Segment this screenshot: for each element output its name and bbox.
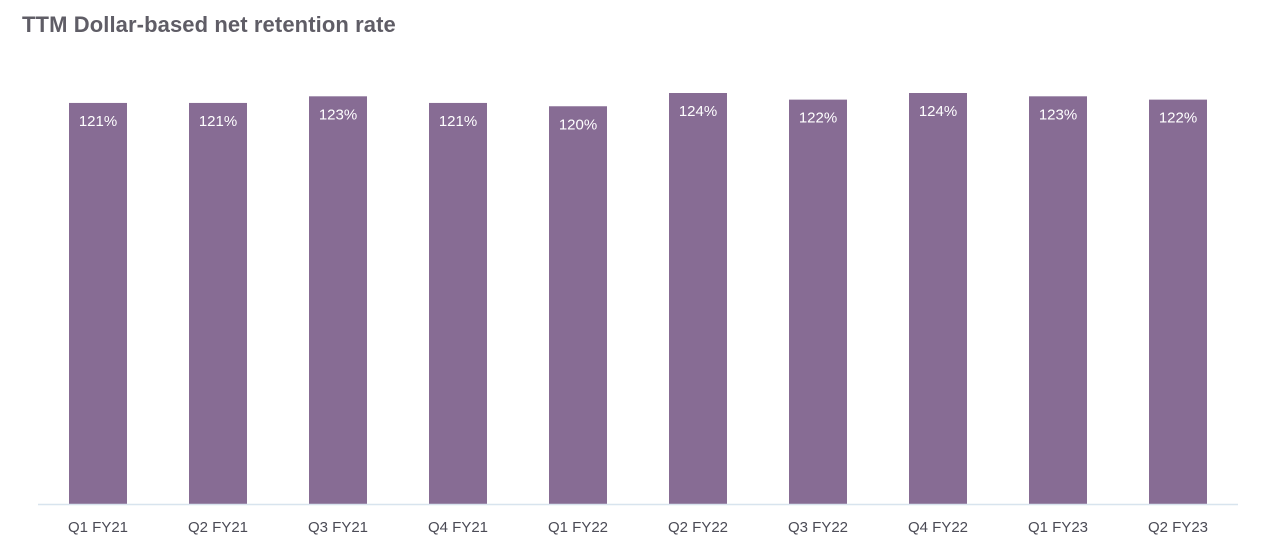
bar-q2-fy21 [189,102,247,505]
bar-q4-fy22 [909,93,967,504]
bar-q4-fy21 [429,102,487,505]
bar-value-label: 123% [1039,106,1077,123]
bar-value-label: 124% [679,103,717,120]
bar-q3-fy22 [789,99,847,505]
bar-value-label: 121% [79,113,117,130]
bar-q1-fy21 [69,102,127,505]
bar-value-label: 122% [1159,110,1197,127]
x-tick-label: Q4 FY22 [908,519,968,536]
bars-group: 121% 121% 123% 121% 120% 124% 122% 124% 123% 122% [69,93,1207,505]
bar-q1-fy22 [549,106,607,505]
x-tick-label: Q1 FY22 [548,519,608,536]
bar-value-label: 121% [439,113,477,130]
bar-q3-fy21 [309,96,367,504]
bar-q2-fy22 [669,93,727,504]
x-tick-label: Q2 FY21 [188,519,248,536]
bar-q2-fy23 [1149,99,1207,505]
bar-q1-fy23 [1029,96,1087,504]
bar-value-label: 121% [199,113,237,130]
x-tick-label: Q2 FY23 [1148,519,1208,536]
bar-value-label: 124% [919,103,957,120]
bar-value-label: 123% [319,106,357,123]
x-tick-label: Q4 FY21 [428,519,488,536]
x-tick-label: Q3 FY22 [788,519,848,536]
x-tick-label: Q2 FY22 [668,519,728,536]
tick-labels-group: Q1 FY21 Q2 FY21 Q3 FY21 Q4 FY21 Q1 FY22 Q2 FY… [68,519,1208,536]
x-tick-label: Q1 FY21 [68,519,128,536]
chart-title: TTM Dollar-based net retention rate [22,12,396,37]
x-tick-label: Q1 FY23 [1028,519,1088,536]
bar-value-label: 122% [799,110,837,127]
bar-value-label: 120% [559,116,597,133]
x-tick-label: Q3 FY21 [308,519,368,536]
